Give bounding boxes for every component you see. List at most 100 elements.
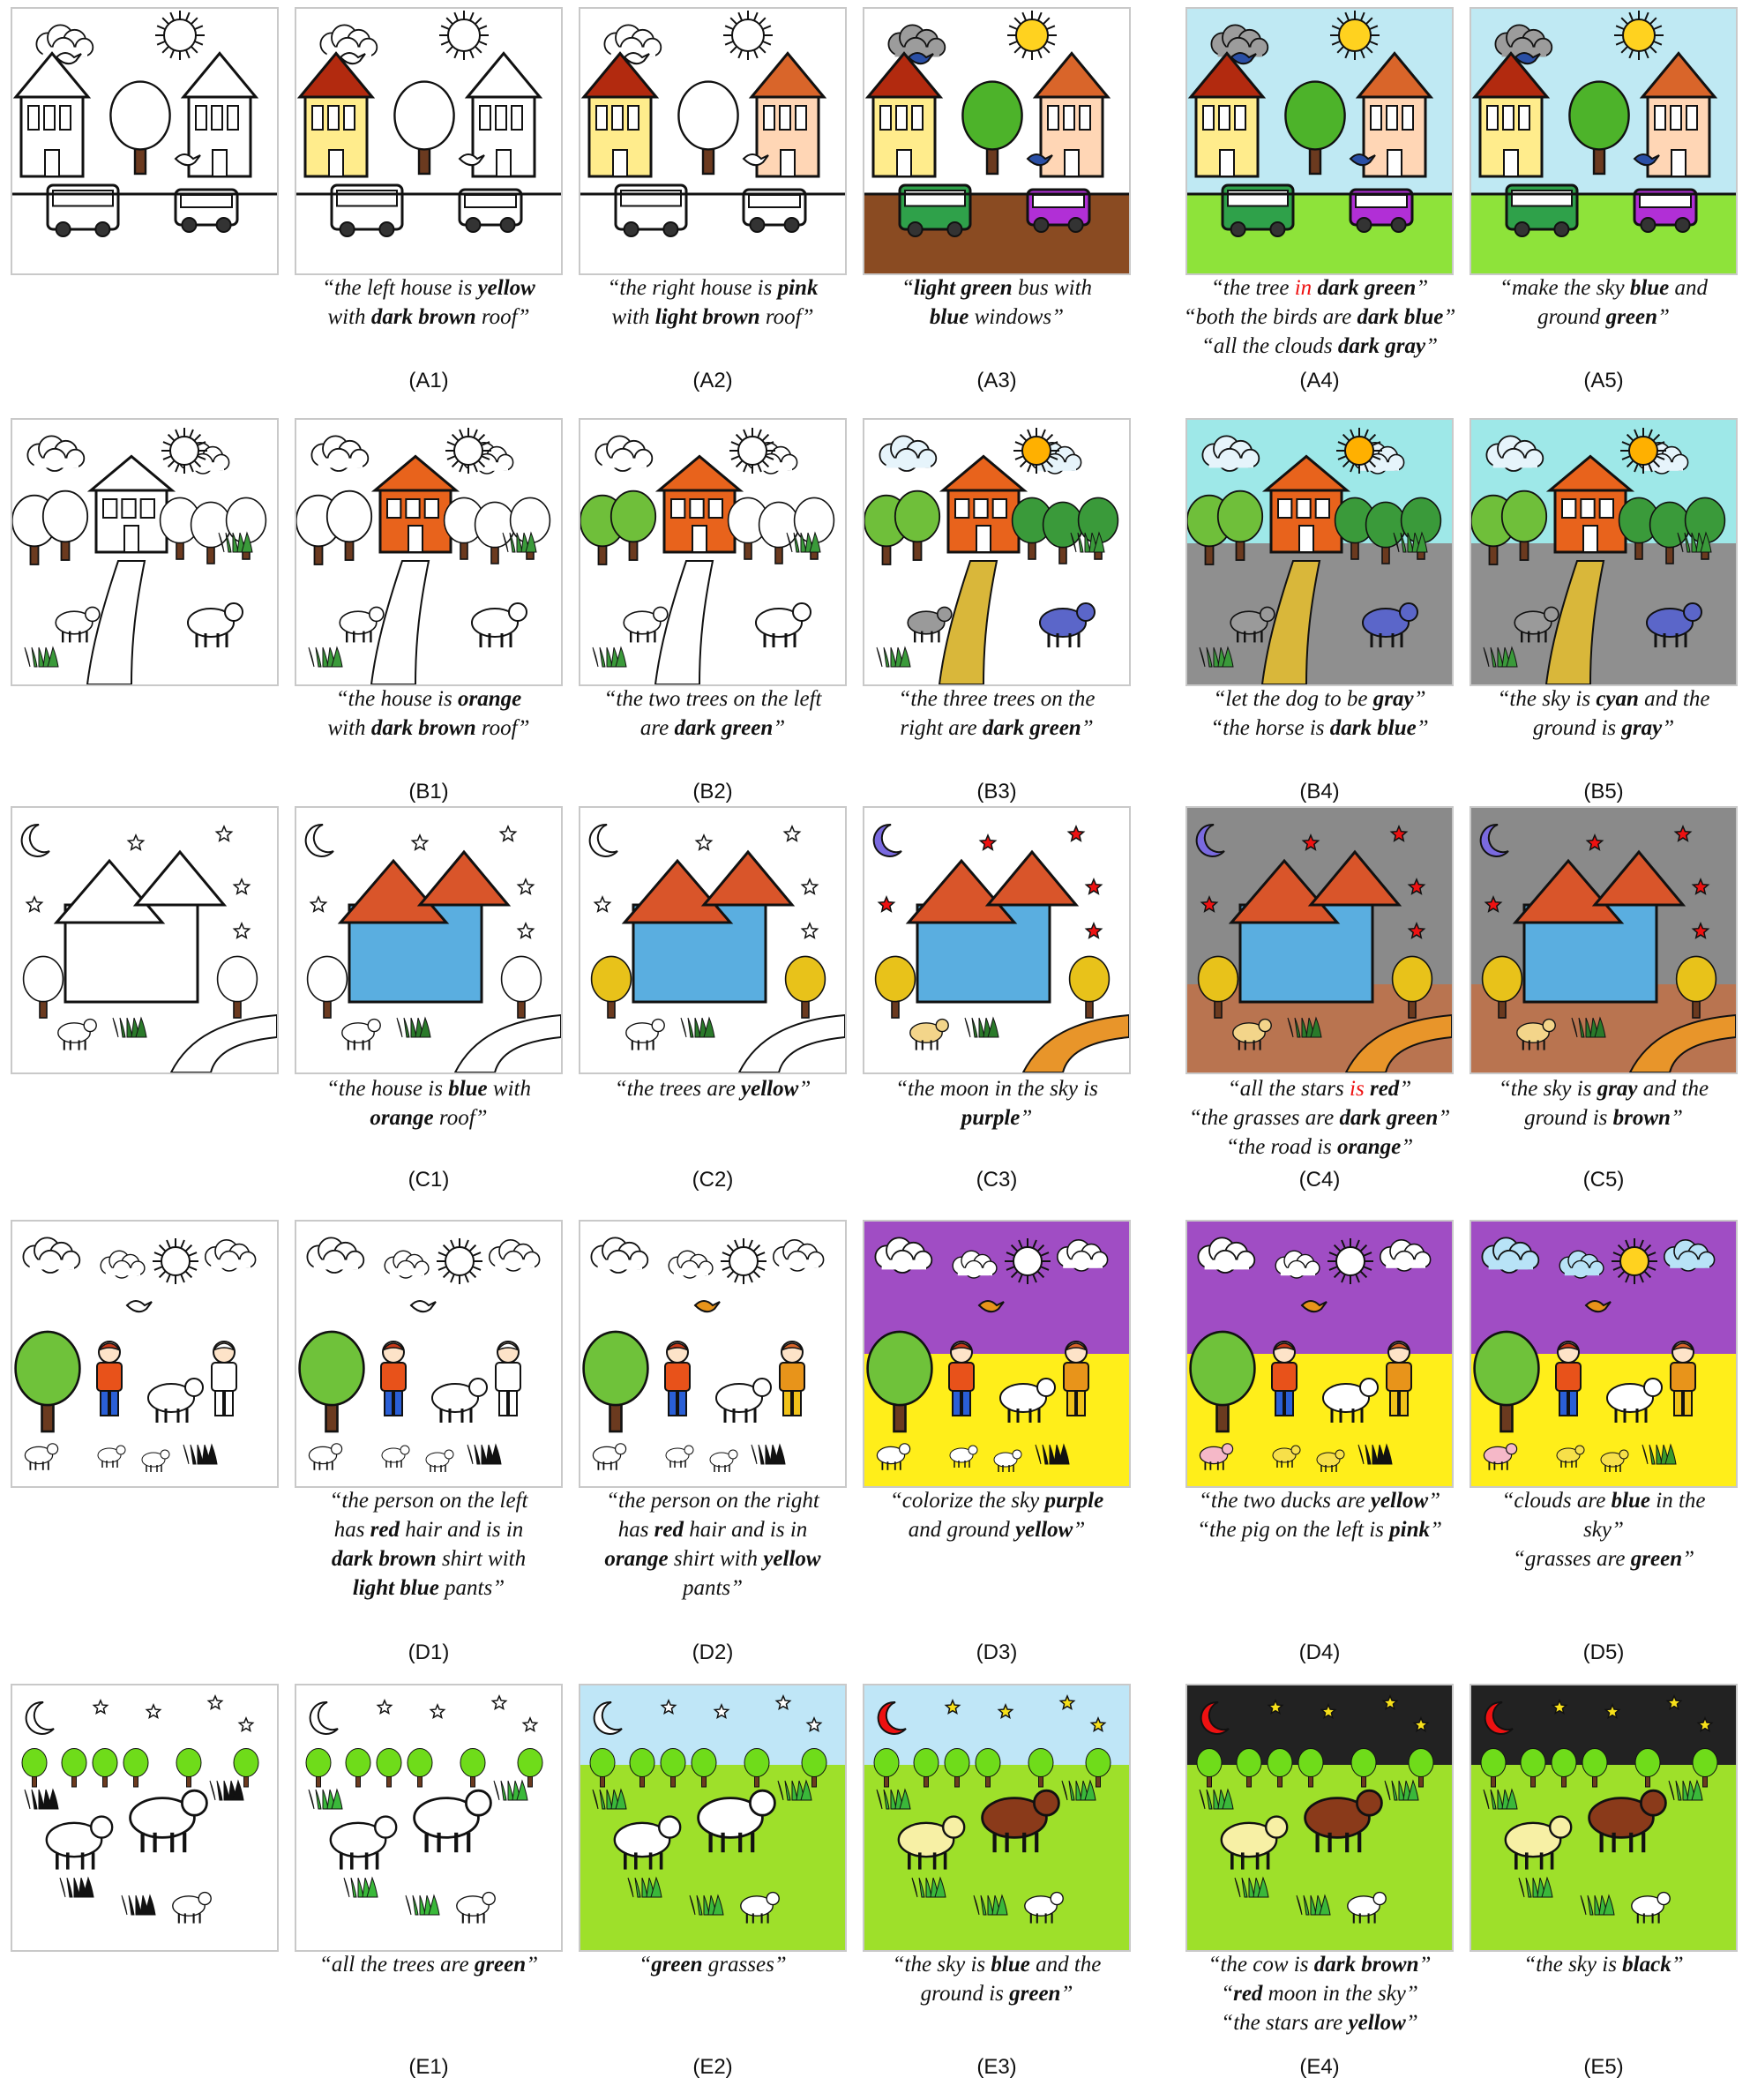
- caption-e1: “all the trees are green”: [318, 1953, 539, 1977]
- label-e5: (E5): [1583, 2055, 1624, 2079]
- caption-a1: “the left house is yellow with dark brown…: [322, 276, 535, 329]
- panel-e0-sketch: [11, 1684, 279, 1952]
- caption-c5: “the sky is gray and the ground is brown”: [1498, 1077, 1709, 1130]
- caption-d4: “the two ducks are yellow” “the pig on th…: [1197, 1489, 1442, 1542]
- caption-c3: “the moon in the sky is purple”: [895, 1077, 1098, 1130]
- panel-b0-sketch: [11, 418, 279, 686]
- label-a4: (A4): [1299, 369, 1340, 392]
- caption-b5: “the sky is cyan and the ground is gray”: [1497, 687, 1710, 740]
- panel-a1: [295, 7, 563, 275]
- caption-d1: “the person on the left has red hair and …: [329, 1489, 528, 1600]
- scene-illustration: [580, 1685, 845, 1950]
- panel-c1: [295, 806, 563, 1074]
- label-c3: (C3): [976, 1168, 1018, 1192]
- scene-illustration: [582, 1237, 825, 1472]
- label-e2: (E2): [692, 2055, 733, 2079]
- caption-a3: “light green bus with blue windows”: [901, 276, 1093, 329]
- panel-e5: [1470, 1684, 1738, 1952]
- panel-e4: [1185, 1684, 1454, 1952]
- scene-illustration: [298, 1237, 541, 1472]
- label-e4: (E4): [1299, 2055, 1340, 2079]
- panel-a4: [1185, 7, 1454, 275]
- panel-e1: [295, 1684, 563, 1952]
- caption-d5: “clouds are blue in the sky” “grasses are …: [1501, 1489, 1706, 1571]
- scene-illustration: [580, 428, 835, 684]
- panel-b4: [1185, 418, 1454, 686]
- scene-illustration: [296, 428, 551, 684]
- caption-b4: “let the dog to be gray” “the horse is da…: [1210, 687, 1429, 740]
- caption-e3: “the sky is blue and the ground is green”: [892, 1953, 1102, 2006]
- scene-illustration: [296, 11, 561, 237]
- caption-c2: “the trees are yellow”: [614, 1077, 811, 1101]
- caption-c1: “the house is blue with orange roof”: [326, 1077, 531, 1130]
- panel-b2: [579, 418, 847, 686]
- caption-c4: “all the stars is red” “the grasses are d…: [1188, 1077, 1451, 1159]
- panel-c4: [1185, 806, 1454, 1074]
- panel-c2: [579, 806, 847, 1074]
- panel-c5: [1470, 806, 1738, 1074]
- caption-b2: “the two trees on the left are dark green…: [603, 687, 822, 740]
- label-d3: (D3): [976, 1640, 1018, 1664]
- scene-illustration: [1471, 1222, 1736, 1486]
- scene-illustration: [20, 823, 277, 1072]
- label-a3: (A3): [976, 369, 1017, 392]
- scene-illustration: [864, 11, 1129, 273]
- caption-e5: “the sky is black”: [1523, 1953, 1684, 1977]
- panel-d2: [579, 1220, 847, 1488]
- caption-d2: “the person on the right has red hair and…: [604, 1489, 821, 1600]
- label-a5: (A5): [1583, 369, 1624, 392]
- scene-illustration: [1187, 420, 1452, 684]
- caption-a4: “the tree in dark green” “both the birds …: [1183, 276, 1456, 358]
- label-a1: (A1): [408, 369, 449, 392]
- panel-c0-sketch: [11, 806, 279, 1074]
- scene-illustration: [1471, 9, 1736, 273]
- panel-a0-sketch: [11, 7, 279, 275]
- caption-b1: “the house is orange with dark brown roof…: [327, 687, 530, 740]
- label-c2: (C2): [692, 1168, 734, 1192]
- label-b5: (B5): [1583, 780, 1624, 803]
- label-e3: (E3): [976, 2055, 1017, 2079]
- panel-d5: [1470, 1220, 1738, 1488]
- panel-a2: [579, 7, 847, 275]
- panel-a5: [1470, 7, 1738, 275]
- label-c5: (C5): [1582, 1168, 1625, 1192]
- panel-d3: [863, 1220, 1131, 1488]
- panel-d0-sketch: [11, 1220, 279, 1488]
- scene-illustration: [304, 823, 561, 1072]
- scene-illustration: [1187, 1222, 1452, 1486]
- scene-illustration: [12, 428, 267, 684]
- label-a2: (A2): [692, 369, 733, 392]
- caption-a5: “make the sky blue and ground green”: [1499, 276, 1709, 329]
- scene-illustration: [12, 11, 277, 237]
- scene-illustration: [864, 1685, 1129, 1950]
- panel-a3: [863, 7, 1131, 275]
- label-d5: (D5): [1582, 1640, 1625, 1664]
- scene-illustration: [1471, 1685, 1736, 1950]
- label-c4: (C4): [1298, 1168, 1341, 1192]
- scene-illustration: [14, 1237, 257, 1472]
- scene-illustration: [1471, 420, 1736, 684]
- scene-illustration: [305, 1694, 543, 1924]
- scene-illustration: [1187, 9, 1452, 273]
- panel-b1: [295, 418, 563, 686]
- scene-illustration: [864, 428, 1119, 684]
- panel-e3: [863, 1684, 1131, 1952]
- scene-illustration: [580, 11, 845, 237]
- panel-d4: [1185, 1220, 1454, 1488]
- caption-a2: “the right house is pink with light brown…: [607, 276, 819, 329]
- label-b4: (B4): [1299, 780, 1340, 803]
- label-e1: (E1): [408, 2055, 449, 2079]
- scene-illustration: [1471, 808, 1736, 1072]
- caption-e2: “green grasses”: [639, 1953, 787, 1977]
- label-d1: (D1): [408, 1640, 450, 1664]
- panel-d1: [295, 1220, 563, 1488]
- scene-illustration: [21, 1694, 259, 1924]
- caption-e4: “the cow is dark brown” “red moon in the …: [1208, 1953, 1432, 2035]
- scene-illustration: [864, 1222, 1129, 1486]
- panel-b5: [1470, 418, 1738, 686]
- panel-b3: [863, 418, 1131, 686]
- label-b2: (B2): [692, 780, 733, 803]
- label-d2: (D2): [692, 1640, 734, 1664]
- scene-illustration: [1187, 808, 1452, 1072]
- panel-e2: [579, 1684, 847, 1952]
